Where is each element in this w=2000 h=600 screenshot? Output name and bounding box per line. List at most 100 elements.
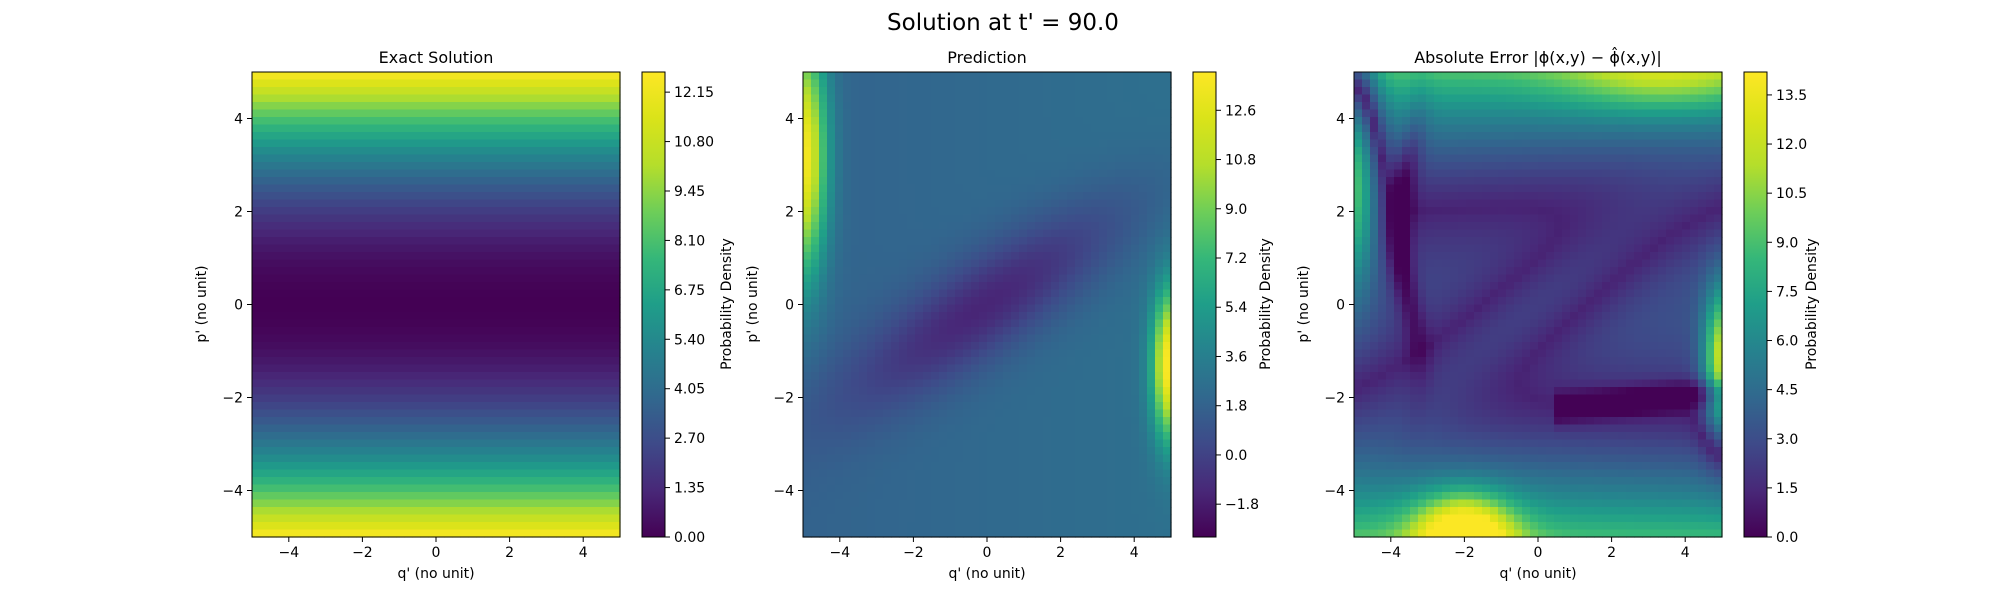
heatmap-cell: [915, 447, 924, 456]
heatmap-cell: [827, 454, 836, 463]
heatmap-cell: [500, 394, 509, 403]
heatmap-cell: [260, 117, 269, 126]
heatmap-cell: [827, 214, 836, 223]
heatmap-cell: [412, 192, 421, 201]
heatmap-cell: [835, 109, 844, 118]
heatmap-cell: [859, 477, 868, 486]
heatmap-cell: [1027, 357, 1036, 366]
heatmap-cell: [484, 499, 493, 508]
heatmap-cell: [292, 327, 301, 336]
heatmap-cell: [1067, 267, 1076, 276]
heatmap-cell: [492, 94, 501, 103]
heatmap-cell: [963, 372, 972, 381]
heatmap-cell: [284, 87, 293, 96]
heatmap-cell: [388, 379, 397, 388]
heatmap-cell: [556, 154, 565, 163]
heatmap-cell: [923, 387, 932, 396]
heatmap-cell: [1003, 342, 1012, 351]
heatmap-cell: [955, 259, 964, 268]
heatmap-cell: [292, 124, 301, 133]
heatmap-cell: [971, 492, 980, 501]
heatmap-cell: [356, 259, 365, 268]
heatmap-cell: [1051, 222, 1060, 231]
heatmap-cell: [532, 372, 541, 381]
heatmap-cell: [1051, 334, 1060, 343]
heatmap-cell: [971, 184, 980, 193]
heatmap-cell: [428, 124, 437, 133]
heatmap-cell: [260, 109, 269, 118]
heatmap-cell: [596, 447, 605, 456]
heatmap-cell: [883, 492, 892, 501]
heatmap-cell: [1067, 229, 1076, 238]
heatmap-cell: [420, 147, 429, 156]
heatmap-cell: [396, 237, 405, 246]
heatmap-cell: [923, 522, 932, 531]
heatmap-cell: [1027, 147, 1036, 156]
heatmap-cell: [444, 154, 453, 163]
heatmap-cell: [468, 424, 477, 433]
heatmap-cell: [348, 274, 357, 283]
heatmap-cell: [803, 192, 812, 201]
heatmap-cell: [420, 214, 429, 223]
y-axis-label: p' (no unit): [194, 265, 210, 342]
heatmap-cell: [891, 117, 900, 126]
heatmap-cell: [843, 469, 852, 478]
heatmap-cell: [508, 177, 517, 186]
heatmap-cell: [883, 169, 892, 178]
heatmap-cell: [819, 139, 828, 148]
heatmap-cell: [268, 462, 277, 471]
heatmap-cell: [356, 514, 365, 523]
colorbar-label: Probability Density: [719, 238, 735, 370]
heatmap-cell: [851, 192, 860, 201]
heatmap-cell: [340, 484, 349, 493]
x-axis-label: q' (no unit): [397, 566, 474, 582]
heatmap-cell: [803, 394, 812, 403]
heatmap-cell: [979, 154, 988, 163]
heatmap-cell: [316, 334, 325, 343]
heatmap-cell: [612, 274, 621, 283]
heatmap-cell: [300, 372, 309, 381]
heatmap-cell: [420, 514, 429, 523]
heatmap-cell: [604, 259, 613, 268]
heatmap-cell: [260, 514, 269, 523]
heatmap-cell: [891, 529, 900, 538]
heatmap-cell: [851, 169, 860, 178]
heatmap-cell: [284, 289, 293, 298]
heatmap-cell: [1011, 229, 1020, 238]
heatmap-cell: [564, 154, 573, 163]
heatmap-cell: [827, 364, 836, 373]
heatmap-cell: [851, 207, 860, 216]
heatmap-cell: [1019, 319, 1028, 328]
heatmap-cell: [819, 469, 828, 478]
heatmap-cell: [867, 529, 876, 538]
heatmap-cell: [947, 477, 956, 486]
heatmap-cell: [436, 147, 445, 156]
heatmap-cell: [907, 514, 916, 523]
heatmap-cell: [939, 499, 948, 508]
heatmap-cell: [308, 252, 317, 261]
heatmap-cell: [316, 259, 325, 268]
heatmap-cell: [396, 394, 405, 403]
heatmap-cell: [612, 207, 621, 216]
heatmap-cell: [1067, 169, 1076, 178]
heatmap-cell: [1051, 237, 1060, 246]
heatmap-cell: [260, 447, 269, 456]
heatmap-cell: [428, 394, 437, 403]
heatmap-cell: [612, 252, 621, 261]
heatmap-cell: [867, 94, 876, 103]
heatmap-cell: [428, 237, 437, 246]
heatmap-cell: [348, 507, 357, 516]
heatmap-cell: [1059, 282, 1068, 291]
heatmap-cell: [524, 522, 533, 531]
heatmap-cell: [939, 79, 948, 88]
heatmap-cell: [1011, 117, 1020, 126]
heatmap-cell: [580, 109, 589, 118]
heatmap-cell: [308, 289, 317, 298]
heatmap-cell: [404, 484, 413, 493]
heatmap-cell: [332, 229, 341, 238]
heatmap-cell: [444, 424, 453, 433]
heatmap-cell: [476, 139, 485, 148]
heatmap-cell: [1019, 484, 1028, 493]
heatmap-cell: [1027, 432, 1036, 441]
heatmap-cell: [612, 454, 621, 463]
